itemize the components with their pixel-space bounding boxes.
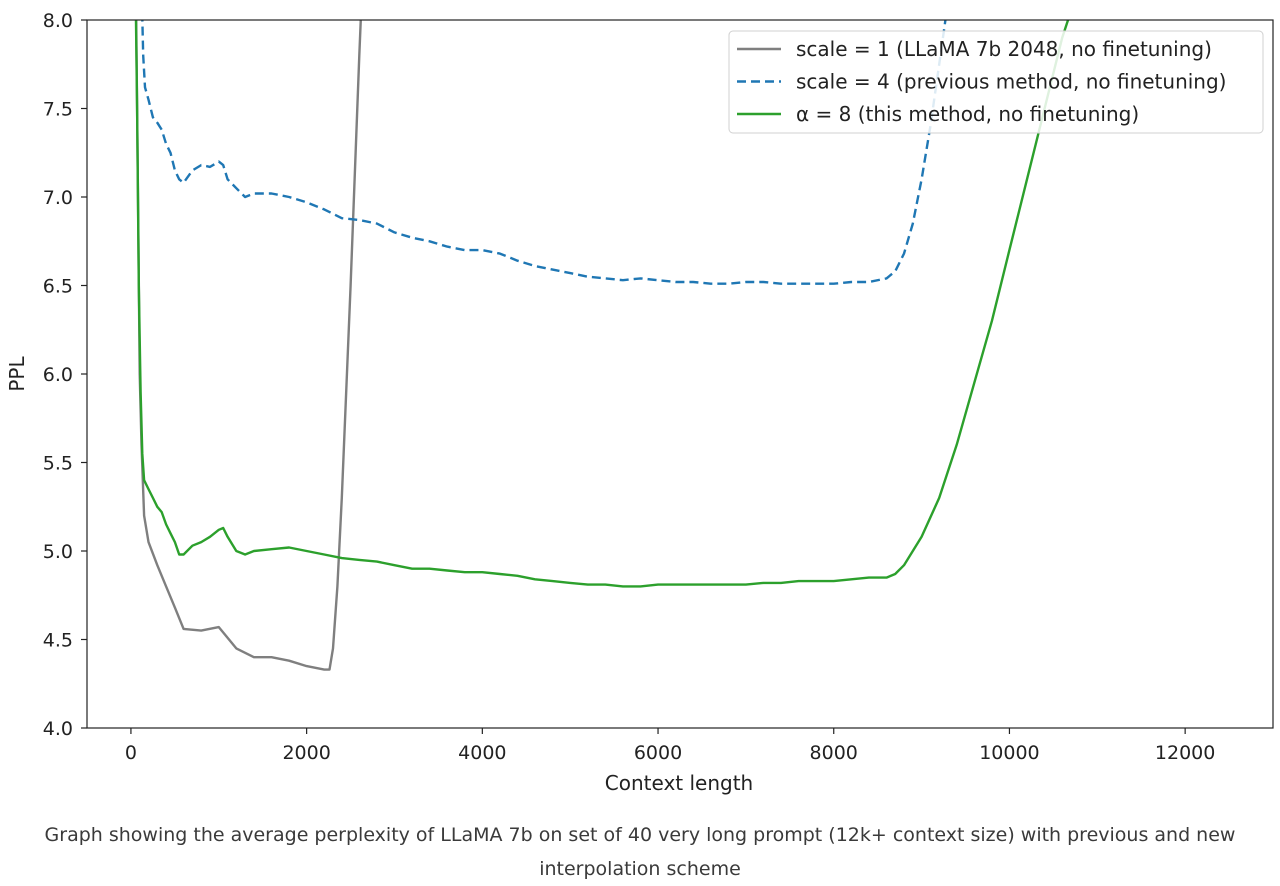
y-axis-ticks: 4.0 4.5 5.0 5.5 6.0 6.5 7.0 7.5 8.0 — [43, 10, 87, 740]
y-tick-label: 5.0 — [43, 541, 73, 563]
y-tick-label: 4.5 — [43, 630, 73, 652]
x-tick-label: 8000 — [810, 742, 858, 764]
y-tick-label: 7.5 — [43, 99, 73, 121]
x-axis-ticks: 0 2000 4000 6000 8000 10000 12000 — [125, 728, 1215, 764]
series-line-1 — [134, 20, 362, 671]
x-tick-label: 12000 — [1155, 742, 1215, 764]
x-tick-label: 4000 — [458, 742, 506, 764]
x-axis-title: Context length — [605, 771, 753, 795]
legend-label-3: α = 8 (this method, no finetuning) — [796, 102, 1139, 126]
legend-label-1: scale = 1 (LLaMA 7b 2048, no finetuning) — [796, 37, 1212, 61]
legend-box — [728, 30, 1264, 134]
y-tick-label: 8.0 — [43, 10, 73, 32]
x-tick-label: 2000 — [282, 742, 330, 764]
y-tick-label: 4.0 — [43, 718, 73, 740]
y-tick-label: 6.5 — [43, 276, 73, 298]
x-tick-label: 6000 — [634, 742, 682, 764]
y-tick-label: 5.5 — [43, 453, 73, 475]
y-tick-label: 6.0 — [43, 364, 73, 386]
y-tick-label: 7.0 — [43, 187, 73, 209]
figure-caption: Graph showing the average perplexity of … — [44, 824, 1236, 880]
legend-label-2: scale = 4 (previous method, no finetunin… — [796, 70, 1226, 94]
y-axis-title: PPL — [5, 356, 29, 392]
series-group — [134, 20, 1070, 671]
x-tick-label: 0 — [125, 742, 137, 764]
x-tick-label: 10000 — [979, 742, 1039, 764]
legend: scale = 1 (LLaMA 7b 2048, no finetuning)… — [728, 30, 1264, 134]
series-line-3 — [134, 20, 1070, 588]
series-line-2 — [141, 20, 947, 285]
perplexity-chart: 0 2000 4000 6000 8000 10000 12000 4.0 4.5 5.0 5.5… — [5, 10, 1274, 795]
